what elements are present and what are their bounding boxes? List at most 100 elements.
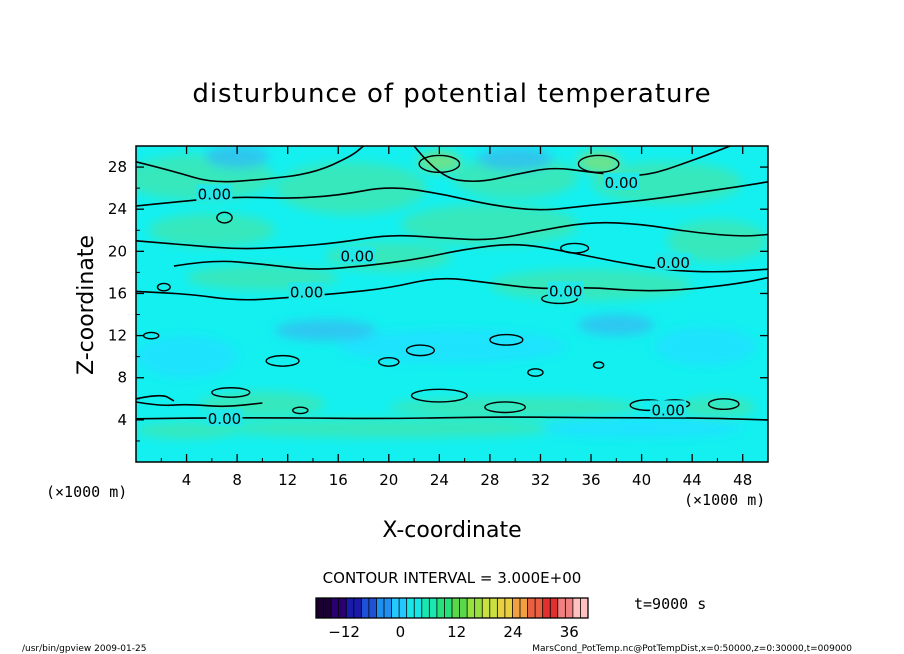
y-tick-label: 8: [117, 369, 127, 387]
colorbar-frame: [315, 597, 589, 619]
contour-loop: [489, 333, 524, 346]
contour-loop: [377, 357, 400, 367]
field-region: [401, 203, 579, 247]
footer-right: MarsCond_PotTemp.nc@PotTempDist,x=0:5000…: [532, 644, 852, 654]
colorbar-cell: [452, 598, 461, 618]
colorbar-cell: [399, 598, 408, 618]
field-region: [578, 314, 655, 336]
field-region: [591, 161, 743, 204]
x-tick-label: 12: [278, 471, 297, 489]
colorbar-cell: [338, 598, 347, 618]
field-region: [205, 146, 269, 169]
contour-zero: [136, 181, 768, 211]
field-region: [211, 418, 566, 438]
contour-label: 0.00: [198, 185, 231, 203]
colorbar-cell: [414, 598, 423, 618]
field-region: [477, 147, 554, 171]
contour-loop: [156, 282, 171, 292]
contour-label-bg: [547, 281, 584, 299]
colorbar-cell: [361, 598, 370, 618]
colorbar-cell: [436, 598, 445, 618]
footer-left: /usr/bin/gpview 2009-01-25: [22, 644, 146, 654]
colorbar-ticks: −12 0 12 24 36: [328, 623, 578, 641]
y-axis-label: Z-coordinate: [74, 235, 99, 375]
contour-loop: [527, 368, 544, 377]
contour-zero: [136, 146, 365, 183]
contour-labels: 0.00 0.00 0.00 0.00 0.00 0.00 0.00 0.00: [196, 172, 692, 428]
colorbar-cell: [376, 598, 385, 618]
colorbar-cell: [572, 598, 581, 618]
colorbar-cell: [520, 598, 529, 618]
colorbar-tick-label: 0: [396, 623, 406, 641]
contour-zero: [136, 416, 768, 421]
contour-loop: [707, 398, 740, 411]
colorbar-cell: [535, 598, 544, 618]
contour-loop: [410, 388, 468, 403]
colorbar-cell: [421, 598, 430, 618]
colorbar-cell: [444, 598, 453, 618]
x-tick-label: 4: [182, 471, 192, 489]
colorbar-cell: [542, 598, 551, 618]
contour-loop: [577, 154, 620, 174]
contour-loop: [292, 406, 309, 415]
contour-zero: [173, 243, 768, 273]
colorbar-cell: [384, 598, 393, 618]
contour-loop: [560, 242, 590, 254]
contour-loop: [265, 354, 300, 367]
field-region: [679, 396, 756, 418]
x-tick-label: 28: [480, 471, 499, 489]
contour-label-bg: [650, 400, 687, 418]
colorbar-tick-label: 36: [560, 623, 579, 641]
field-region: [388, 396, 642, 418]
colorbar-cell: [557, 598, 566, 618]
field-region: [654, 327, 756, 366]
colorbar-tick-label: 24: [503, 623, 522, 641]
field-region: [452, 156, 579, 199]
field-region: [338, 329, 566, 363]
contour-zero: [136, 394, 175, 402]
colorbar-cell: [353, 598, 362, 618]
colorbar-cell: [346, 598, 355, 618]
colorbar-cell: [368, 598, 377, 618]
colorbar-cell: [527, 598, 536, 618]
x-axis-label: X-coordinate: [382, 518, 521, 543]
y-tick-label: 20: [108, 242, 127, 260]
colorbar-cell: [550, 598, 559, 618]
x-unit-left: (×1000 m): [46, 483, 127, 501]
y-tick-label: 4: [117, 411, 127, 429]
colorbar-cell: [489, 598, 498, 618]
contour-loop: [484, 401, 527, 414]
colorbar-cell: [331, 598, 340, 618]
x-tick-label: 8: [232, 471, 242, 489]
y-tick-label: 16: [108, 284, 127, 302]
field-region: [540, 418, 743, 438]
field-region: [148, 213, 276, 248]
contour-label: 0.00: [651, 401, 684, 419]
contour-label-bg: [655, 252, 692, 270]
contour-label-bg: [206, 408, 243, 426]
field-region: [666, 219, 768, 262]
contour-label: 0.00: [605, 174, 638, 192]
colorbar-cell: [316, 598, 325, 618]
contour-interval: CONTOUR INTERVAL = 3.000E+00: [323, 569, 582, 587]
contour-label-bg: [196, 184, 233, 202]
colorbar-cell: [497, 598, 506, 618]
contour-zero: [413, 146, 731, 183]
y-tick-label: 28: [108, 158, 127, 176]
plot-frame: [135, 145, 769, 463]
contour-label-bg: [288, 282, 325, 300]
colorbar-cell: [459, 598, 468, 618]
contour-loop: [216, 211, 233, 224]
colorbar-tick-label: −12: [328, 623, 360, 641]
colorbar-cell: [504, 598, 513, 618]
contour-label: 0.00: [340, 248, 373, 266]
chart-title: disturbunce of potential temperature: [192, 79, 711, 109]
x-tick-label: 40: [632, 471, 651, 489]
contour-label-bg: [603, 172, 640, 190]
colorbar-cell: [467, 598, 476, 618]
x-axis: 4 8 12 16 20 24 28 32 36 40 44 48: [160, 146, 769, 489]
colorbar-cell: [580, 598, 589, 618]
contour-label: 0.00: [549, 282, 582, 300]
contour-loop: [592, 361, 605, 369]
